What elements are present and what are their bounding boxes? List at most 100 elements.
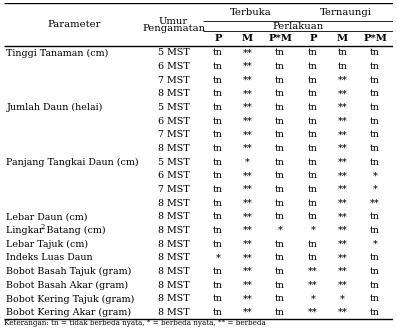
Text: **: **	[370, 199, 380, 208]
Text: tn: tn	[308, 240, 318, 249]
Text: Pengamatan: Pengamatan	[142, 24, 205, 33]
Text: **: **	[337, 103, 347, 112]
Text: **: **	[243, 171, 252, 181]
Text: tn: tn	[213, 158, 223, 167]
Text: 8 MST: 8 MST	[158, 226, 189, 235]
Text: Terbuka: Terbuka	[230, 8, 272, 17]
Text: 8 MST: 8 MST	[158, 294, 189, 303]
Text: 8 MST: 8 MST	[158, 308, 189, 317]
Text: tn: tn	[213, 62, 223, 71]
Text: **: **	[243, 281, 252, 290]
Text: **: **	[243, 103, 252, 112]
Text: Bobot Basah Akar (gram): Bobot Basah Akar (gram)	[6, 281, 129, 290]
Text: tn: tn	[370, 226, 380, 235]
Text: 5 MST: 5 MST	[158, 158, 189, 167]
Text: M: M	[242, 34, 253, 43]
Text: 8 MST: 8 MST	[158, 199, 189, 208]
Text: Panjang Tangkai Daun (cm): Panjang Tangkai Daun (cm)	[6, 158, 139, 167]
Text: *: *	[245, 158, 250, 167]
Text: **: **	[243, 185, 252, 194]
Text: Lebar Tajuk (cm): Lebar Tajuk (cm)	[6, 240, 89, 249]
Text: **: **	[243, 130, 252, 139]
Text: 8 MST: 8 MST	[158, 253, 189, 263]
Text: **: **	[243, 267, 252, 276]
Text: **: **	[243, 48, 252, 57]
Text: tn: tn	[370, 294, 380, 303]
Text: 8 MST: 8 MST	[158, 281, 189, 290]
Text: tn: tn	[308, 90, 318, 99]
Text: *: *	[372, 240, 378, 249]
Text: **: **	[243, 212, 252, 221]
Text: **: **	[337, 185, 347, 194]
Text: tn: tn	[370, 281, 380, 290]
Text: 5 MST: 5 MST	[158, 48, 189, 57]
Text: Umur: Umur	[159, 17, 188, 26]
Text: 8 MST: 8 MST	[158, 267, 189, 276]
Text: tn: tn	[308, 117, 318, 126]
Text: tn: tn	[213, 130, 223, 139]
Text: **: **	[243, 240, 252, 249]
Text: 7 MST: 7 MST	[158, 130, 189, 139]
Text: tn: tn	[275, 171, 285, 181]
Text: Bobot Kering Akar (gram): Bobot Kering Akar (gram)	[6, 308, 131, 317]
Text: P: P	[309, 34, 316, 43]
Text: Bobot Basah Tajuk (gram): Bobot Basah Tajuk (gram)	[6, 267, 132, 276]
Text: tn: tn	[308, 103, 318, 112]
Text: tn: tn	[275, 281, 285, 290]
Text: **: **	[337, 267, 347, 276]
Text: tn: tn	[308, 48, 318, 57]
Text: tn: tn	[275, 294, 285, 303]
Text: P: P	[214, 34, 222, 43]
Text: 6 MST: 6 MST	[158, 117, 189, 126]
Text: tn: tn	[275, 158, 285, 167]
Text: **: **	[337, 253, 347, 263]
Text: **: **	[308, 281, 318, 290]
Text: tn: tn	[370, 267, 380, 276]
Text: Tinggi Tanaman (cm): Tinggi Tanaman (cm)	[6, 48, 109, 57]
Text: 2: 2	[40, 223, 44, 231]
Text: **: **	[308, 267, 318, 276]
Text: **: **	[337, 144, 347, 153]
Text: **: **	[337, 117, 347, 126]
Text: **: **	[243, 199, 252, 208]
Text: tn: tn	[370, 144, 380, 153]
Text: tn: tn	[275, 253, 285, 263]
Text: tn: tn	[213, 294, 223, 303]
Text: **: **	[243, 226, 252, 235]
Text: tn: tn	[370, 158, 380, 167]
Text: tn: tn	[275, 76, 285, 85]
Text: tn: tn	[213, 144, 223, 153]
Text: **: **	[337, 76, 347, 85]
Text: tn: tn	[275, 267, 285, 276]
Text: **: **	[337, 90, 347, 99]
Text: tn: tn	[275, 199, 285, 208]
Text: tn: tn	[308, 76, 318, 85]
Text: tn: tn	[213, 90, 223, 99]
Text: tn: tn	[275, 90, 285, 99]
Text: *: *	[372, 171, 378, 181]
Text: **: **	[243, 62, 252, 71]
Text: Ternaungi: Ternaungi	[320, 8, 372, 17]
Text: tn: tn	[275, 240, 285, 249]
Text: tn: tn	[370, 103, 380, 112]
Text: 7 MST: 7 MST	[158, 76, 189, 85]
Text: tn: tn	[308, 199, 318, 208]
Text: *: *	[310, 226, 315, 235]
Text: **: **	[337, 130, 347, 139]
Text: tn: tn	[275, 212, 285, 221]
Text: 8 MST: 8 MST	[158, 212, 189, 221]
Text: tn: tn	[308, 253, 318, 263]
Text: tn: tn	[275, 130, 285, 139]
Text: **: **	[337, 240, 347, 249]
Text: tn: tn	[370, 117, 380, 126]
Text: Jumlah Daun (helai): Jumlah Daun (helai)	[6, 103, 103, 112]
Text: tn: tn	[370, 253, 380, 263]
Text: tn: tn	[308, 212, 318, 221]
Text: tn: tn	[213, 308, 223, 317]
Text: tn: tn	[213, 76, 223, 85]
Text: **: **	[243, 294, 252, 303]
Text: Keterangan: tn = tidak berbeda nyata, * = berbeda nyata, ** = berbeda: Keterangan: tn = tidak berbeda nyata, * …	[4, 319, 266, 327]
Text: **: **	[337, 308, 347, 317]
Text: tn: tn	[370, 90, 380, 99]
Text: **: **	[243, 76, 252, 85]
